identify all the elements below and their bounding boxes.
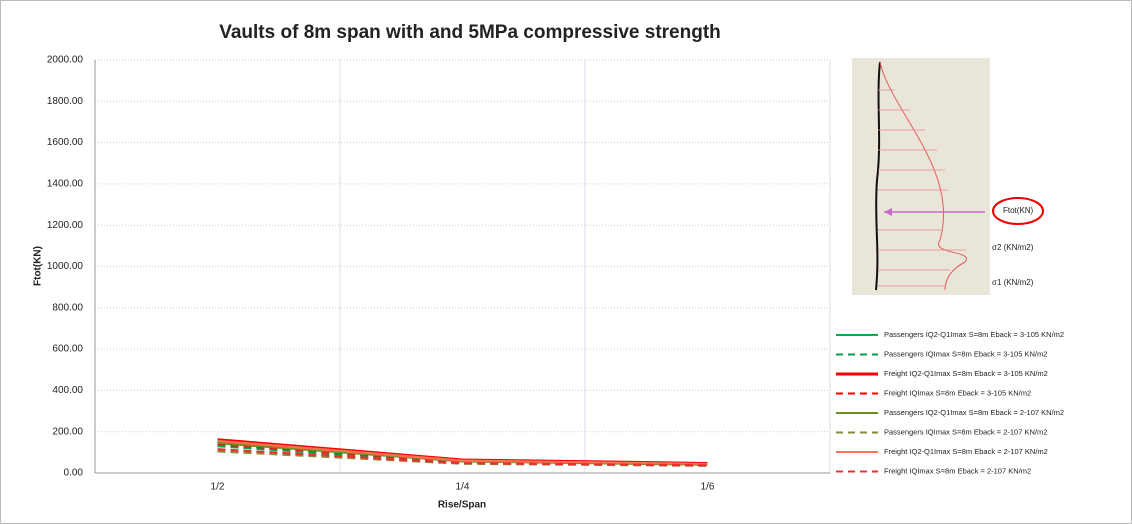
legend-label: Freight IQ2-Q1Imax S=8m Eback = 2-107 KN… [884, 447, 1048, 456]
y-tick-label: 0.00 [64, 468, 84, 479]
x-tick-label: 1/4 [456, 482, 470, 493]
y-tick-label: 400.00 [52, 385, 83, 396]
legend-label: Passengers IQImax S=8m Eback = 3-105 KN/… [884, 349, 1047, 358]
inset-background [852, 58, 990, 295]
inset-label: Ftot(KN) [1003, 206, 1034, 215]
y-tick-label: 1400.00 [47, 179, 84, 190]
series-line [217, 439, 708, 466]
legend-label: Freight IQ2-Q1Imax S=8m Eback = 3-105 KN… [884, 369, 1048, 378]
y-axis-label: Ftot(KN) [33, 246, 44, 286]
y-tick-label: 800.00 [52, 302, 83, 313]
inset-highlight [992, 197, 1044, 225]
y-tick-label: 200.00 [52, 426, 83, 437]
y-tick-label: 600.00 [52, 344, 83, 355]
inset-hatch [878, 89, 966, 287]
inset-arrow-head [884, 208, 892, 216]
inset-label: σ2 (KN/m2) [992, 243, 1034, 252]
inset-diagram: Ftot(KN) σ2 (KN/m2) σ1 (KN/m2) [852, 58, 1044, 295]
y-tick-label: 1200.00 [47, 220, 84, 231]
legend-label: Freight IQImax S=8m Eback = 2-107 KN/m2 [884, 466, 1031, 475]
y-tick-label: 1600.00 [47, 137, 84, 148]
chart-title: Vaults of 8m span with and 5MPa compress… [219, 22, 721, 43]
inset-wall [875, 61, 881, 291]
x-axis-label: Rise/Span [438, 500, 486, 511]
y-tick-label: 2000.00 [47, 55, 84, 66]
y-tick-label: 1800.00 [47, 96, 84, 107]
inset-label: σ1 (KN/m2) [992, 278, 1034, 287]
x-tick-label: 1/6 [701, 482, 715, 493]
x-tick-label: 1/2 [211, 482, 225, 493]
legend-label: Passengers IQImax S=8m Eback = 2-107 KN/… [884, 427, 1047, 436]
legend-label: Freight IQImax S=8m Eback = 3-105 KN/m2 [884, 388, 1031, 397]
y-tick-label: 1000.00 [47, 261, 84, 272]
legend-label: Passengers IQ2-Q1Imax S=8m Eback = 3-105… [884, 330, 1064, 339]
legend-label: Passengers IQ2-Q1Imax S=8m Eback = 2-107… [884, 408, 1064, 417]
series-line [217, 448, 708, 467]
inset-stress-curve [879, 61, 967, 291]
